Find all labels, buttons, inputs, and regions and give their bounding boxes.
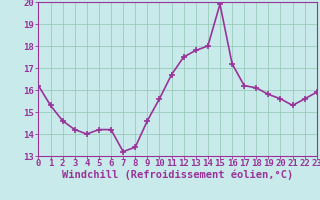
X-axis label: Windchill (Refroidissement éolien,°C): Windchill (Refroidissement éolien,°C) <box>62 169 293 180</box>
